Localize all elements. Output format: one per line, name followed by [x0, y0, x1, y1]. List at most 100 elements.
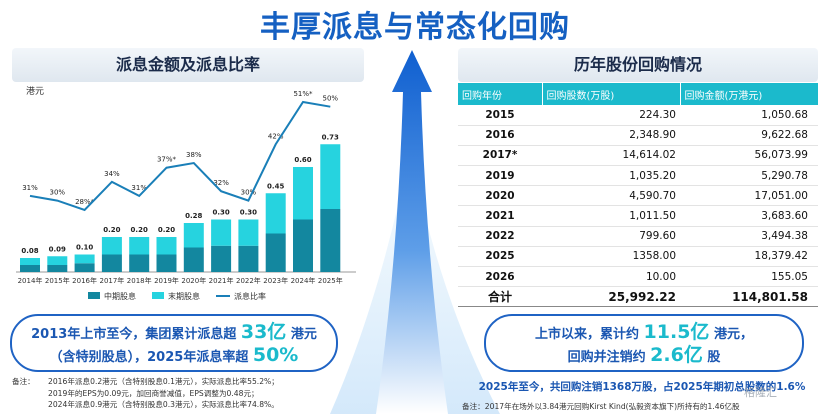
ratio-label: 38% [186, 151, 202, 159]
dividend-summary-text-1: 2013年上市至今，集团累计派息超 [31, 327, 237, 342]
dividend-notes: 备注： 2016年派息0.2港元（含特别股息0.1港元），实际派息比率55.2%… [12, 376, 382, 411]
bar-interim-dividend [183, 247, 204, 272]
total-label: 合计 [458, 286, 542, 308]
table-row: 2021 1,011.50 3,683.60 [458, 205, 818, 227]
dividend-summary-unit: 港元 [290, 327, 317, 342]
watermark-logo: 格隆汇 [744, 386, 777, 399]
cell-amount: 56,073.99 [680, 145, 818, 167]
legend-label-final: 末期股息 [168, 291, 200, 301]
dividend-chart: 港元 0.08 2014年 31% 0.09 2015年 30% 0.10 2016年 28%* 0… [16, 85, 356, 301]
cell-shares: 4,590.70 [542, 185, 680, 207]
bar-final-dividend [211, 219, 232, 246]
note-line: 2016年派息0.2港元（含特别股息0.1港元），实际派息比率55.2%； [48, 377, 279, 386]
notes-label: 备注： [12, 377, 35, 386]
buyback-panel-title: 历年股份回购情况 [458, 48, 818, 82]
x-tick-label: 2016年 [72, 276, 97, 285]
bar-interim-dividend [265, 233, 286, 272]
bar-final-dividend [156, 237, 177, 255]
buyback-summary-text-1: 上市以来，累计约 [535, 327, 640, 342]
total-amount: 114,801.58 [680, 286, 818, 308]
legend-swatch-final [152, 292, 164, 299]
x-tick-label: 2019年 [154, 276, 179, 285]
ratio-label: 34% [104, 170, 120, 178]
note-line: 2024年派息0.9港元（含特别股息0.3港元），实际派息比率74.8%。 [48, 400, 279, 409]
x-tick-label: 2023年 [263, 276, 288, 285]
bar-final-dividend [293, 167, 313, 220]
ratio-label: 31% [131, 184, 147, 192]
bar-interim-dividend [47, 265, 68, 272]
cell-shares: 224.30 [542, 105, 680, 126]
bar-final-dividend [265, 193, 286, 234]
legend-label-ratio: 派息比率 [234, 291, 266, 301]
bar-interim-dividend [20, 265, 40, 272]
cell-year: 2019 [458, 165, 542, 187]
bar-final-dividend [20, 258, 40, 265]
table-row: 2017* 14,614.02 56,073.99 [458, 145, 818, 167]
ratio-label: 50% [323, 95, 339, 103]
ratio-label: 30% [50, 189, 66, 197]
table-row: 2020 4,590.70 17,051.00 [458, 185, 818, 207]
bar-interim-dividend [238, 245, 259, 272]
bar-total-label: 0.20 [158, 226, 175, 234]
cell-year: 2021 [458, 205, 542, 227]
ratio-label: 31% [22, 184, 38, 192]
cell-shares: 14,614.02 [542, 145, 680, 167]
bar-interim-dividend [101, 254, 122, 272]
bar-total-label: 0.09 [49, 245, 66, 253]
cell-amount: 9,622.68 [680, 125, 818, 146]
ratio-label: 30% [241, 189, 257, 197]
bar-interim-dividend [156, 254, 177, 272]
dividend-summary-text-2: （含特别股息），2025年派息率超 [49, 350, 249, 365]
buyback-shares-highlight: 2.6亿 [650, 344, 703, 366]
x-tick-label: 2022年 [236, 276, 261, 285]
buyback-summary-unit-1: 港元， [713, 327, 753, 342]
bar-total-label: 0.73 [322, 133, 339, 141]
bar-total-label: 0.08 [21, 247, 38, 255]
payout-ratio-highlight: 50% [252, 344, 299, 366]
buyback-2025-note: 2025年至今，共回购注销1368万股，占2025年期初总股数的1.6% [478, 381, 806, 393]
cell-year: 2025 [458, 246, 542, 268]
note-line: 2019年的EPS为0.09元，加回商誉减值，EPS调整为0.48元； [48, 388, 259, 398]
ratio-label: 32% [213, 179, 229, 187]
buyback-summary-text-2: 回购并注销约 [567, 350, 646, 365]
buyback-table: 回购年份 回购股数(万股) 回购金额(万港元) 2015 224.30 1,050.… [458, 83, 818, 308]
bar-final-dividend [238, 219, 259, 246]
cell-shares: 1,035.20 [542, 165, 680, 187]
table-row: 2016 2,348.90 9,622.68 [458, 125, 818, 146]
x-tick-label: 2014年 [18, 276, 43, 285]
cell-amount: 17,051.00 [680, 185, 818, 207]
cell-year: 2026 [458, 266, 542, 288]
cell-shares: 1,011.50 [542, 205, 680, 227]
cell-year: 2017* [458, 145, 542, 167]
cell-shares: 10.00 [542, 266, 680, 288]
bar-total-label: 0.28 [185, 212, 202, 220]
bar-total-label: 0.10 [76, 244, 93, 252]
column-header-amount: 回购金额(万港元) [680, 83, 818, 105]
bar-interim-dividend [129, 254, 150, 272]
cell-year: 2015 [458, 105, 542, 126]
legend-label-interim: 中期股息 [104, 291, 136, 301]
cell-amount: 155.05 [680, 266, 818, 288]
cell-amount: 1,050.68 [680, 105, 818, 126]
cell-amount: 5,290.78 [680, 165, 818, 187]
bar-total-label: 0.60 [294, 156, 311, 164]
x-tick-label: 2025年 [318, 276, 343, 285]
payout-ratio-line [29, 100, 331, 212]
dividend-summary: 2013年上市至今，集团累计派息超 33亿 港元 （含特别股息），2025年派息… [10, 314, 338, 372]
cell-amount: 18,379.42 [680, 246, 818, 268]
column-header-shares: 回购股数(万股) [542, 83, 681, 105]
bar-interim-dividend [320, 209, 341, 272]
bar-total-label: 0.20 [131, 226, 148, 234]
total-shares: 25,992.22 [542, 286, 680, 308]
x-tick-label: 2018年 [127, 276, 152, 285]
table-row: 2015 224.30 1,050.68 [458, 105, 818, 126]
column-header-year: 回购年份 [458, 83, 543, 105]
ratio-label: 28%* [75, 198, 95, 206]
cell-amount: 3,683.60 [680, 205, 818, 227]
buyback-table-header: 回购年份 回购股数(万股) 回购金额(万港元) [458, 83, 818, 105]
cell-year: 2016 [458, 125, 542, 146]
x-tick-label: 2017年 [99, 276, 124, 285]
bar-total-label: 0.30 [240, 209, 257, 217]
legend-swatch-interim [88, 292, 100, 299]
